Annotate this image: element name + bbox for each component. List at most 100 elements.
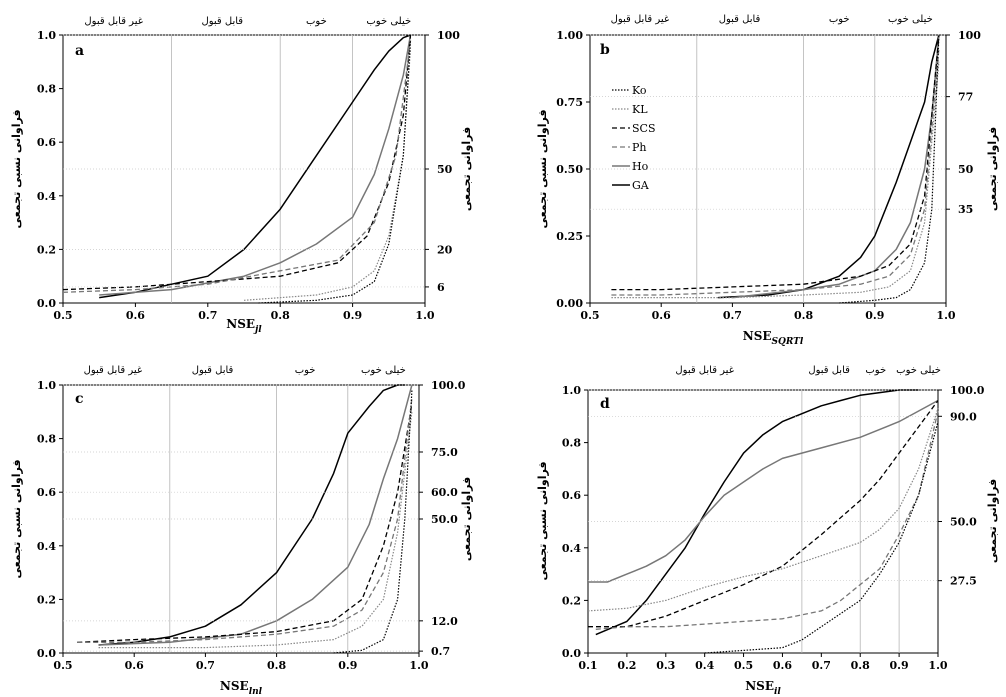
x-tick-label-a-5: 1.0 xyxy=(415,309,434,322)
legend-label-ko: Ko xyxy=(632,84,647,97)
x-tick-label-d-8: 0.9 xyxy=(890,659,909,672)
right-tick-label-c-5: 0.7 xyxy=(431,645,450,658)
x-tick-label-a-2: 0.7 xyxy=(198,309,217,322)
right-tick-label-c-3: 50.0 xyxy=(431,513,458,526)
x-tick-label-c-3: 0.8 xyxy=(267,659,286,672)
series-lines-c xyxy=(77,384,413,654)
x-tick-label-a-0: 0.5 xyxy=(53,309,72,322)
x-tick-label-b-3: 0.8 xyxy=(794,309,813,322)
category-label-d-1: قابل قبول xyxy=(808,365,850,376)
x-tick-label-b-1: 0.6 xyxy=(652,309,671,322)
x-tick-label-d-6: 0.7 xyxy=(812,659,831,672)
x-tick-label-d-1: 0.2 xyxy=(617,659,636,672)
x-tick-label-d-4: 0.5 xyxy=(734,659,753,672)
x-tick-label-b-0: 0.5 xyxy=(580,309,599,322)
right-ticks-d: 100.0 90.0 50.0 27.5 xyxy=(588,384,985,588)
y-tick-label-b-4: 1.00 xyxy=(556,29,583,42)
right-tick-label-a-3: 6 xyxy=(437,281,445,294)
x-axis-label-c: NSElnl xyxy=(220,679,263,697)
x-tick-label-d-5: 0.6 xyxy=(773,659,792,672)
y-tick-label-a-5: 1.0 xyxy=(37,29,56,42)
category-label-b-3: خیلی خوب xyxy=(888,14,933,25)
y-tick-label-d-4: 0.8 xyxy=(562,437,581,450)
y-tick-label-d-1: 0.2 xyxy=(562,594,581,607)
panel-letter-a: a xyxy=(75,43,84,59)
legend-label-ga: GA xyxy=(632,179,650,192)
series-line-ho-c xyxy=(98,384,413,646)
panel-letter-c: c xyxy=(75,391,84,407)
series-lines-b xyxy=(611,34,940,304)
y-ticks-a: 0.0 0.2 0.4 0.6 0.8 1.0 xyxy=(37,29,63,310)
right-tick-label-d-3: 27.5 xyxy=(950,575,977,588)
x-tick-label-d-7: 0.8 xyxy=(851,659,870,672)
y-ticks-b: 0.00 0.25 0.50 0.75 1.00 xyxy=(556,29,590,310)
right-tick-label-d-1: 90.0 xyxy=(950,410,977,423)
y-ticks-c: 0.0 0.2 0.4 0.6 0.8 1.0 xyxy=(37,379,63,660)
panel-b: 0.5 0.6 0.7 0.8 0.9 1.0 0.000.250.500.751.00 … xyxy=(536,14,999,347)
right-ticks-b: 100 77 50 35 xyxy=(590,29,981,216)
x-axis-label-a: NSEjl xyxy=(226,317,262,335)
series-line-ho-d xyxy=(588,399,939,583)
y-tick-label-a-4: 0.8 xyxy=(37,83,56,96)
right-tick-label-c-4: 12.0 xyxy=(431,615,458,628)
y-tick-label-c-1: 0.2 xyxy=(37,593,56,606)
y-tick-label-b-1: 0.25 xyxy=(556,230,583,243)
category-label-b-0: غیر قابل قبول xyxy=(611,14,670,25)
y-axis-label-left-b: فراوانی نسبی تجمعی xyxy=(536,109,549,228)
x-tick-label-a-4: 0.9 xyxy=(343,309,362,322)
right-tick-label-b-0: 100 xyxy=(958,29,981,42)
y-ticks-d: 0.0 0.2 0.4 0.6 0.8 1.0 xyxy=(562,384,588,660)
x-tick-label-d-2: 0.3 xyxy=(656,659,675,672)
category-label-c-0: غیر قابل قبول xyxy=(84,365,143,376)
series-line-ga-d xyxy=(595,389,919,636)
category-label-a-1: قابل قبول xyxy=(201,16,243,27)
category-label-b-2: خوب xyxy=(829,14,850,25)
y-tick-label-c-0: 0.0 xyxy=(37,647,56,660)
y-tick-label-a-3: 0.6 xyxy=(37,136,56,149)
x-tick-label-c-1: 0.6 xyxy=(125,659,144,672)
x-tick-label-b-4: 0.9 xyxy=(865,309,884,322)
category-label-d-3: خیلی خوب xyxy=(896,365,941,376)
right-tick-label-c-0: 100.0 xyxy=(431,379,466,392)
x-ticks-d: 0.1 0.2 0.3 0.4 0.5 0.6 0.7 0.8 0.9 1.0 xyxy=(578,653,948,672)
panel-letter-d: d xyxy=(600,396,610,412)
right-tick-label-c-1: 75.0 xyxy=(431,446,458,459)
right-tick-label-b-3: 35 xyxy=(958,203,973,216)
category-label-c-2: خوب xyxy=(295,365,316,376)
series-line-scs-d xyxy=(588,400,939,628)
category-label-b-1: قابل قبول xyxy=(719,14,761,25)
x-tick-label-c-5: 1.0 xyxy=(409,659,428,672)
series-line-kl-b xyxy=(611,61,940,299)
right-tick-label-a-0: 100 xyxy=(437,29,460,42)
y-tick-label-a-0: 0.0 xyxy=(37,297,56,310)
y-tick-label-a-1: 0.2 xyxy=(37,243,56,256)
y-axis-label-right-b: فراوانی تجمعی xyxy=(986,127,999,211)
x-tick-label-d-9: 1.0 xyxy=(928,659,947,672)
x-tick-label-c-2: 0.7 xyxy=(196,659,215,672)
series-line-ph-c xyxy=(77,398,413,643)
y-axis-label-right-d: فراوانی تجمعی xyxy=(986,479,999,563)
category-label-c-3: خیلی خوب xyxy=(361,365,406,376)
series-line-ga-b xyxy=(718,34,940,299)
y-tick-label-d-3: 0.6 xyxy=(562,489,581,502)
category-label-d-2: خوب xyxy=(865,365,886,376)
y-axis-label-left-c: فراوانی نسبی تجمعی xyxy=(10,459,23,578)
legend: Ko KL SCS Ph Ho GA xyxy=(612,84,656,192)
series-line-ko-a xyxy=(258,40,412,304)
x-tick-label-c-4: 0.9 xyxy=(338,659,357,672)
x-tick-label-a-3: 0.8 xyxy=(271,309,290,322)
right-tick-label-a-1: 50 xyxy=(437,163,453,176)
x-ticks-a: 0.5 0.6 0.7 0.8 0.9 1.0 xyxy=(53,303,435,322)
y-tick-label-c-2: 0.4 xyxy=(37,540,56,553)
y-tick-label-d-0: 0.0 xyxy=(562,647,581,660)
category-label-c-1: قابل قبول xyxy=(192,365,234,376)
series-line-ko-d xyxy=(704,421,939,654)
y-tick-label-a-2: 0.4 xyxy=(37,190,56,203)
x-tick-label-d-0: 0.1 xyxy=(578,659,597,672)
right-ticks-c: 100.0 75.0 60.0 50.0 12.0 0.7 xyxy=(63,379,466,658)
y-tick-label-b-2: 0.50 xyxy=(556,163,583,176)
panel-letter-b: b xyxy=(600,42,610,58)
x-tick-label-c-0: 0.5 xyxy=(53,659,72,672)
right-tick-label-d-0: 100.0 xyxy=(950,384,985,397)
